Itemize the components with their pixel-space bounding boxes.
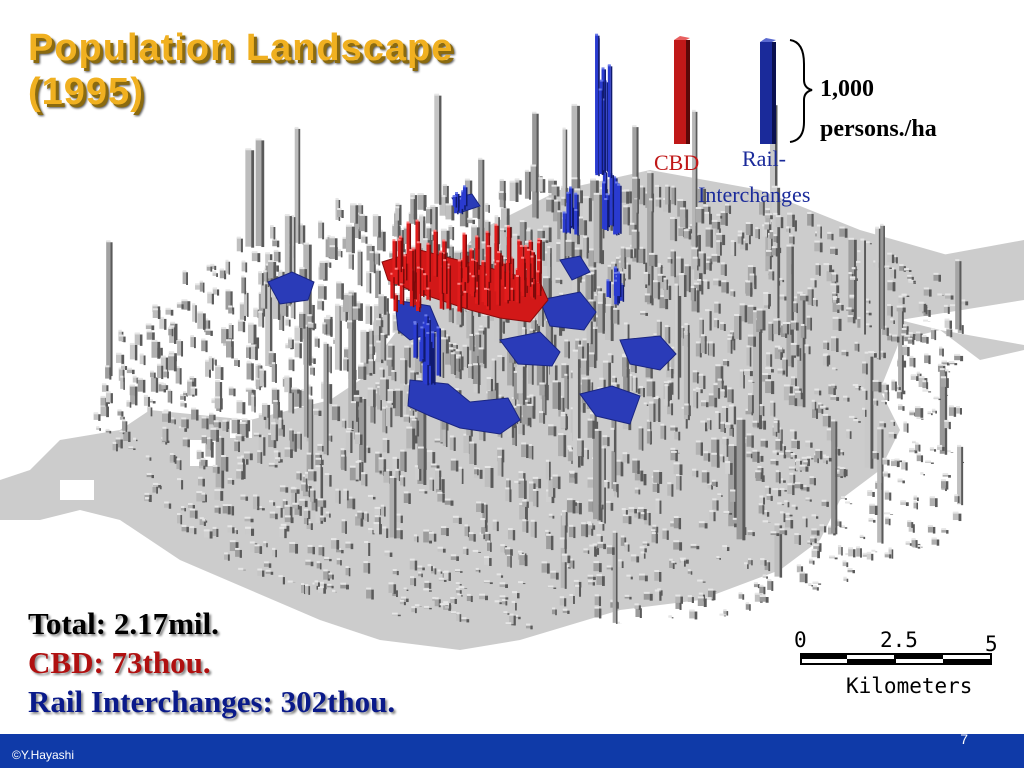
- legend-brace: [789, 39, 813, 143]
- legend-scale-unit: persons./ha: [820, 116, 937, 142]
- title-line-2: (1995): [28, 71, 144, 113]
- footer-credit: ©Y.Hayashi: [12, 748, 74, 762]
- footer-bar: ©Y.Hayashi 7: [0, 731, 1024, 768]
- legend-rail-label-2: Interchanges: [698, 182, 811, 207]
- scale-tick-mid: 2.5: [880, 628, 918, 652]
- cbd-bars: [390, 219, 542, 313]
- cbd-legend-bar: [674, 36, 690, 144]
- legend-cbd-label: CBD: [654, 150, 700, 175]
- legend-rail-label-1: Rail-: [742, 146, 786, 171]
- title-line-1: Population Landscape: [28, 27, 454, 69]
- stat-rail: Rail Interchanges: 302thou.: [28, 684, 396, 719]
- stat-total: Total: 2.17mil.: [28, 606, 219, 641]
- stats-block: Total: 2.17mil. CBD: 73thou. Rail Interc…: [28, 604, 395, 721]
- legend-scale-value: 1,000: [820, 76, 874, 102]
- page-number: 7: [960, 731, 968, 747]
- rail-interchange-bars: [413, 33, 625, 386]
- scale-bar: [800, 653, 992, 665]
- stat-cbd: CBD: 73thou.: [28, 645, 211, 680]
- rail-legend-bar: [760, 38, 776, 144]
- scale-unit: Kilometers: [846, 674, 973, 698]
- scale-tick-0: 0: [794, 628, 807, 652]
- scale-tick-end: 5: [985, 632, 998, 656]
- page-title: Population Landscape (1995): [28, 26, 453, 114]
- height-legend: [674, 36, 813, 144]
